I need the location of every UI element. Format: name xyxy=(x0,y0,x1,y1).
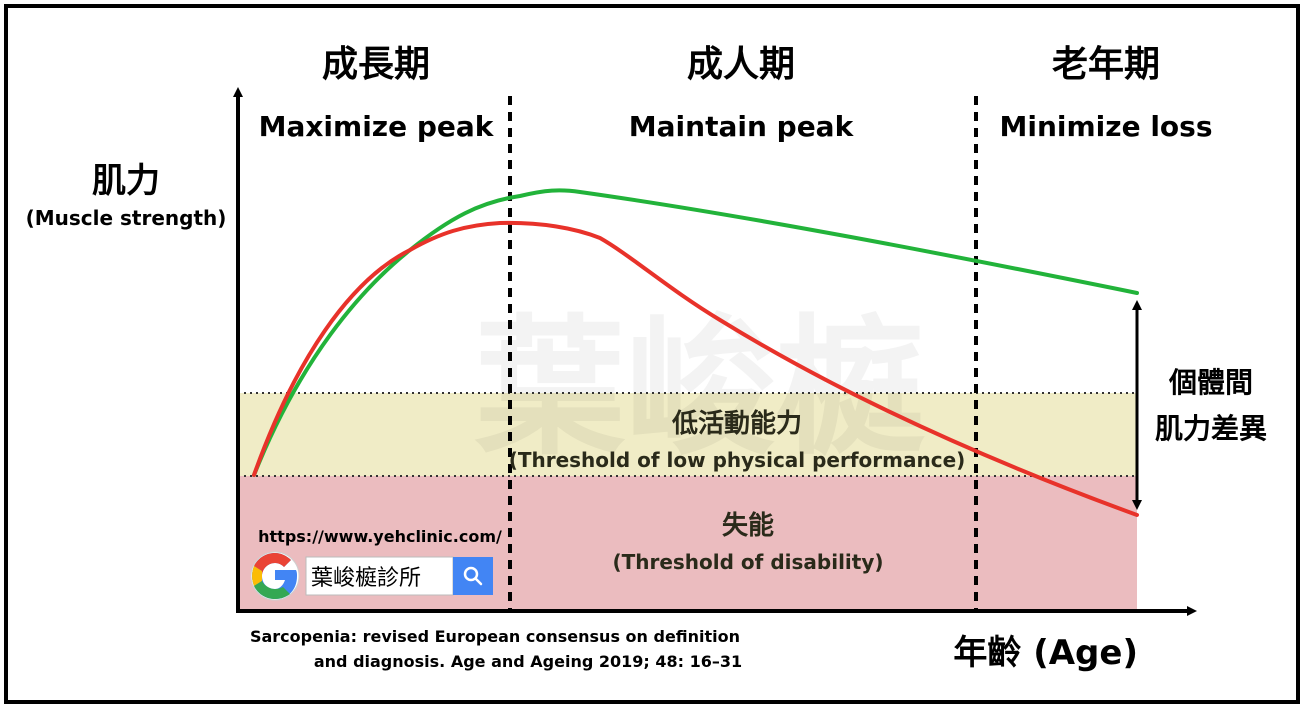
citation-line1: Sarcopenia: revised European consensus o… xyxy=(250,627,740,646)
outer-frame xyxy=(4,4,1300,704)
search-icon xyxy=(463,566,483,586)
clinic-url[interactable]: https://www.yehclinic.com/ xyxy=(258,527,502,546)
search-button[interactable] xyxy=(453,557,493,595)
y-axis-label: 肌力 xyxy=(92,161,160,201)
phase-goal-adult: Maintain peak xyxy=(629,110,855,143)
phase-goal-elderly: Minimize loss xyxy=(1000,110,1213,143)
disability-sublabel: (Threshold of disability) xyxy=(612,550,883,574)
x-axis-label: 年齡 (Age) xyxy=(953,633,1138,673)
search-box-query[interactable]: 葉峻榳診所 xyxy=(311,566,421,591)
phase-title-elderly: 老年期 xyxy=(1052,44,1160,85)
low-performance-sublabel: (Threshold of low physical performance) xyxy=(509,448,966,472)
watermark: 葉峻榳 xyxy=(474,302,925,476)
y-axis-sublabel: (Muscle strength) xyxy=(26,206,227,230)
google-g-icon xyxy=(250,551,300,601)
phase-title-growth: 成長期 xyxy=(322,44,430,85)
low-performance-zone xyxy=(238,393,1137,476)
search-badge[interactable]: https://www.yehclinic.com/ 葉峻榳診所 xyxy=(250,527,502,601)
disability-label: 失能 xyxy=(722,510,774,541)
phase-goal-growth: Maximize peak xyxy=(259,110,495,143)
upper-strength-curve xyxy=(252,188,1139,477)
low-performance-label: 低活動能力 xyxy=(671,408,802,439)
citation-line2: and diagnosis. Age and Ageing 2019; 48: … xyxy=(314,652,742,671)
difference-label-line1: 個體間 xyxy=(1168,366,1253,399)
phase-title-adult: 成人期 xyxy=(687,44,795,85)
lower-strength-curve xyxy=(252,220,1139,517)
difference-label-line2: 肌力差異 xyxy=(1155,412,1267,445)
